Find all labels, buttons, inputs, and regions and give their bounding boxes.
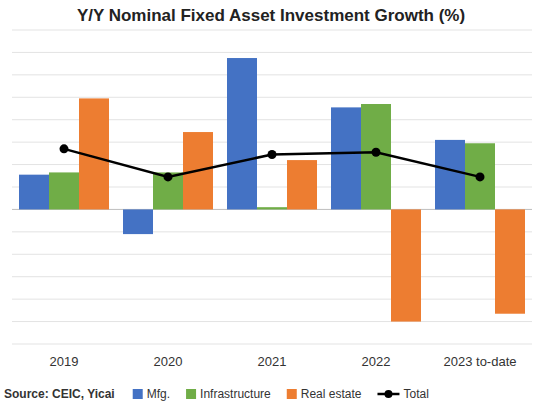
legend-swatch — [133, 389, 143, 399]
line — [64, 149, 480, 177]
chart: Y/Y Nominal Fixed Asset Investment Growt… — [0, 0, 542, 408]
bar — [331, 107, 361, 209]
legend-label: Infrastructure — [200, 387, 271, 401]
bar — [361, 104, 391, 209]
marker — [268, 150, 277, 159]
legend-label: Real estate — [301, 387, 362, 401]
bar — [123, 209, 153, 234]
source: Source: CEIC, Yicai — [4, 387, 115, 401]
bar — [287, 160, 317, 209]
marker — [372, 148, 381, 157]
grid-line — [12, 344, 532, 345]
bar — [391, 209, 421, 321]
grid-line — [12, 97, 532, 98]
bar — [465, 143, 495, 209]
x-tick-label: 2019 — [50, 354, 79, 369]
grid-line — [12, 299, 532, 300]
grid-line — [12, 52, 532, 53]
marker — [164, 172, 173, 181]
legend-swatch — [287, 389, 297, 399]
bar — [227, 58, 257, 209]
grid-line — [12, 74, 532, 75]
title: Y/Y Nominal Fixed Asset Investment Growt… — [77, 6, 465, 25]
plot-area — [19, 58, 525, 322]
marker — [60, 144, 69, 153]
legend-label: Mfg. — [147, 387, 170, 401]
grid-line — [12, 30, 532, 31]
grid-line — [12, 231, 532, 232]
x-tick-label: 2021 — [258, 354, 287, 369]
bar — [257, 207, 287, 209]
bar — [19, 175, 49, 210]
x-tick-label: 2023 to-date — [443, 354, 516, 369]
bar — [153, 172, 183, 209]
grid-line — [12, 276, 532, 277]
legend-label: Total — [403, 387, 428, 401]
grid-line — [12, 254, 532, 255]
bar — [49, 172, 79, 209]
x-tick-label: 2020 — [154, 354, 183, 369]
grid-line — [12, 321, 532, 322]
legend: Mfg. Infrastructure Real estate Total — [133, 387, 429, 401]
legend-marker — [384, 390, 392, 398]
legend-swatch — [186, 389, 196, 399]
bar — [435, 140, 465, 210]
marker — [476, 172, 485, 181]
x-tick-label: 2022 — [362, 354, 391, 369]
bar — [495, 209, 525, 313]
